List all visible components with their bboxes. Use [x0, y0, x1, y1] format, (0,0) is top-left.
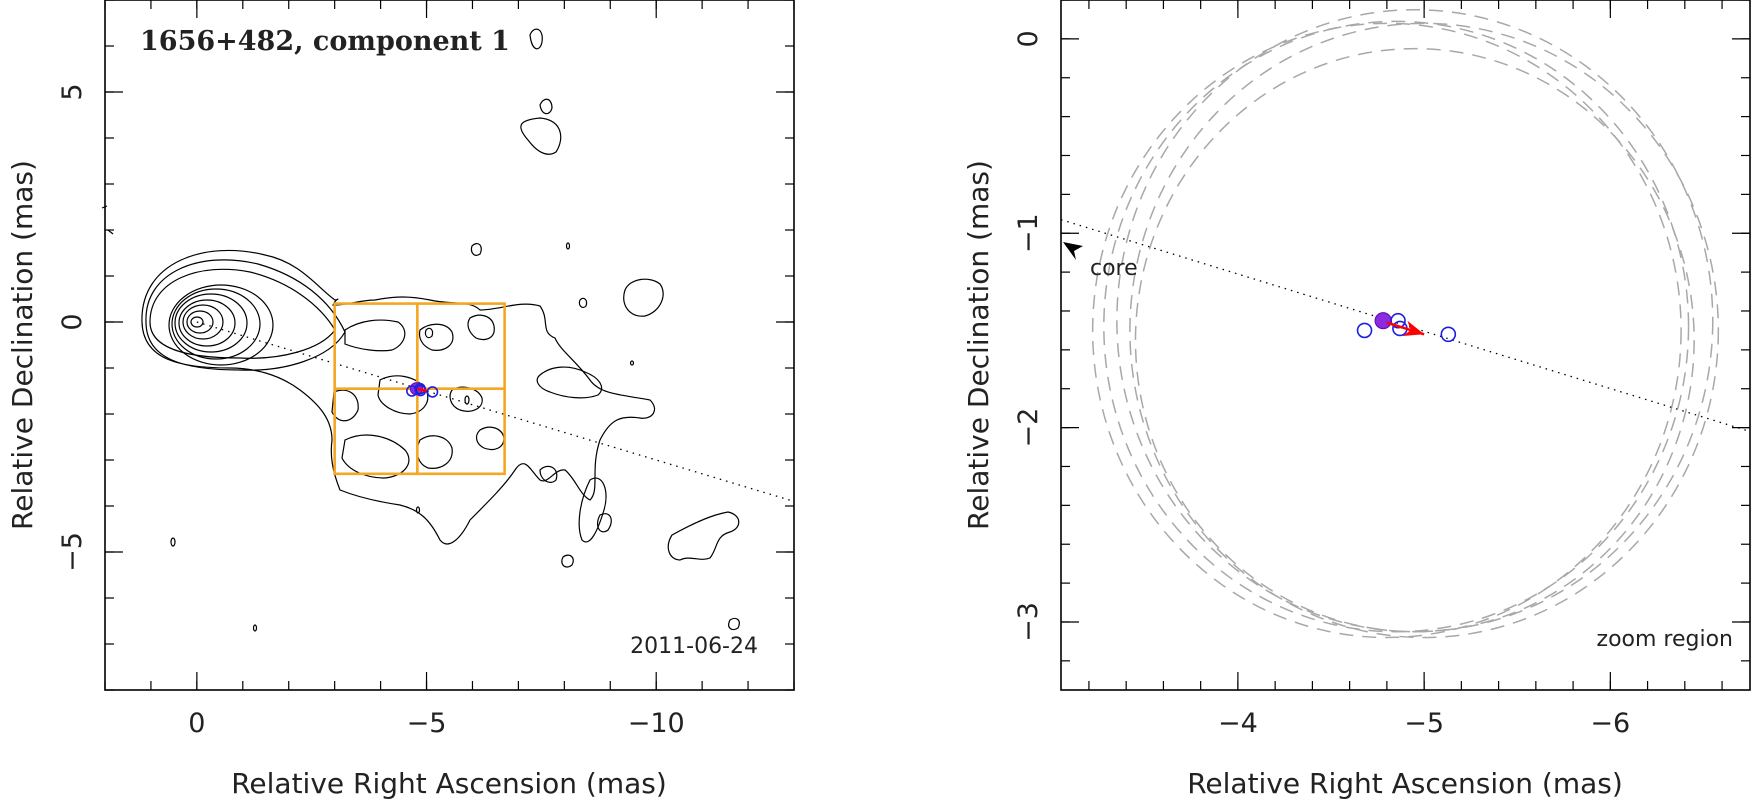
- core-contours: [145, 259, 346, 371]
- x-tick-label: 0: [188, 708, 205, 739]
- left-motion-vector: [417, 387, 427, 393]
- left-date-label: 2011-06-24: [630, 634, 758, 659]
- open-component-point: [1356, 322, 1373, 339]
- y-tick-label: −2: [1013, 408, 1044, 448]
- y-tick-label: −5: [57, 532, 88, 572]
- right-y-axis-label: Relative Declination (mas): [962, 160, 995, 530]
- open-component-point: [406, 385, 418, 397]
- x-tick-label: −4: [1218, 708, 1258, 739]
- zoom-region-circle: [1116, 8, 1714, 633]
- zoom-region-circle: [1134, 47, 1695, 633]
- open-component-point: [1440, 326, 1457, 343]
- y-tick-label: 0: [57, 313, 88, 330]
- left-ticks: 0 −5 −10 −5 0 5: [57, 0, 795, 739]
- y-tick-label: 0: [1013, 30, 1044, 47]
- left-x-axis-label: Relative Right Ascension (mas): [231, 767, 667, 800]
- zoom-region-circles: [1091, 8, 1720, 639]
- core-direction-arrowhead: [1063, 242, 1083, 260]
- right-x-axis-label: Relative Right Ascension (mas): [1187, 767, 1623, 800]
- left-title: 1656+482, component 1: [140, 26, 510, 57]
- x-tick-label: −5: [1404, 708, 1444, 739]
- y-tick-label: −1: [1013, 213, 1044, 253]
- right-panel: −4 −5 −6 0 −1 −2 −3 core zoom region Relative …: [962, 0, 1751, 800]
- y-tick-label: −3: [1013, 602, 1044, 642]
- left-plot-frame: [104, 0, 795, 691]
- right-motion-arrowhead: [1402, 320, 1425, 336]
- x-tick-label: −5: [407, 708, 447, 739]
- zoom-region-circle: [1129, 22, 1720, 639]
- left-contour-map: [101, 28, 740, 632]
- x-tick-label: −10: [628, 708, 685, 739]
- filled-component-point: [1374, 312, 1392, 330]
- right-plot-frame: [1060, 0, 1751, 691]
- open-component-point: [1390, 312, 1406, 329]
- left-panel: 0 −5 −10 −5 0 5: [6, 0, 795, 800]
- zoom-region-label: zoom region: [1597, 627, 1733, 652]
- zoom-region-circle: [1091, 22, 1682, 639]
- core-label: core: [1090, 256, 1138, 281]
- x-tick-label: −6: [1590, 708, 1630, 739]
- open-component-point: [426, 386, 439, 398]
- left-y-axis-label: Relative Declination (mas): [6, 160, 39, 530]
- y-tick-label: 5: [57, 83, 88, 100]
- right-ticks: −4 −5 −6 0 −1 −2 −3: [1013, 0, 1750, 739]
